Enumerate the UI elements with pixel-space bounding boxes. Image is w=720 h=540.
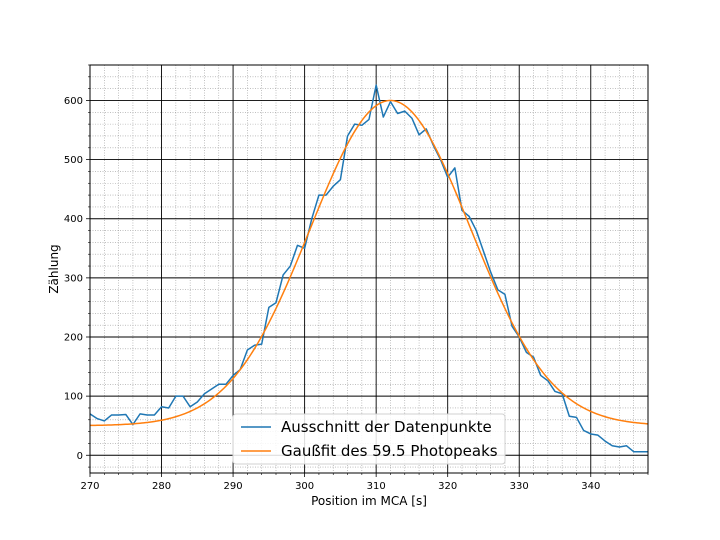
y-axis-label: Zählung [47,244,61,293]
x-axis-label: Position im MCA [s] [311,494,427,508]
fit-series-line [89,99,649,427]
y-tick-label: 100 [64,392,83,403]
y-tick-label: 200 [64,333,83,344]
x-tick-label: 340 [581,481,600,492]
y-tick-label: 500 [64,155,83,166]
x-tick-label: 300 [295,481,314,492]
x-tick-label: 310 [367,481,386,492]
y-tick-label: 400 [64,214,83,225]
x-tick-label: 330 [510,481,529,492]
legend-label-data: Ausschnitt der Datenpunkte [281,418,492,436]
axis-ticks [86,64,649,477]
data-series-line [89,84,648,453]
x-tick-label: 290 [224,481,243,492]
y-tick-label: 600 [64,96,83,107]
x-tick-label: 320 [438,481,457,492]
y-tick-label: 0 [77,451,83,462]
x-tick-label: 270 [80,481,99,492]
plot-frame [89,64,649,474]
legend-box [232,413,506,465]
series-layer [89,84,649,453]
major-grid [89,65,648,473]
minor-grid [90,64,649,473]
tick-labels: 270 280 290 300 310 320 330 340 0 100 200 300 400 500… [64,96,600,492]
y-tick-label: 300 [64,273,83,284]
legend: Ausschnitt der Datenpunkte Gaußfit des 5… [232,413,506,465]
legend-label-fit: Gaußfit des 59.5 Photopeaks [281,442,498,460]
x-tick-label: 280 [152,481,171,492]
